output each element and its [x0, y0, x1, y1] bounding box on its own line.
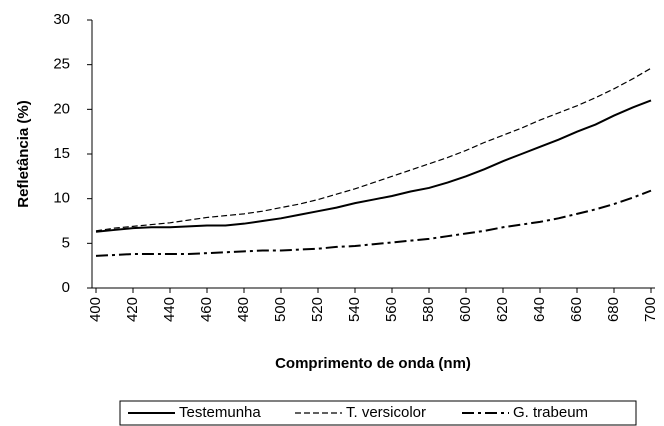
legend-label: G. trabeum [513, 404, 588, 421]
legend-box [119, 400, 637, 426]
x-tick-label: 620 [494, 297, 511, 322]
x-tick-label: 460 [198, 297, 215, 322]
x-tick-label: 520 [309, 297, 326, 322]
y-tick-label: 10 [53, 190, 70, 207]
x-tick-label: 560 [383, 297, 400, 322]
x-tick-label: 580 [420, 297, 437, 322]
x-tick-label: 500 [272, 297, 289, 322]
x-tick-label: 640 [531, 297, 548, 322]
x-tick-label: 680 [605, 297, 622, 322]
y-tick-label: 15 [53, 145, 70, 162]
x-tick-label: 400 [87, 297, 104, 322]
legend-label: T. versicolor [346, 404, 426, 421]
y-tick-label: 25 [53, 56, 70, 73]
line-series [95, 99, 652, 233]
x-tick-label: 660 [568, 297, 585, 322]
x-tick-label: 480 [235, 297, 252, 322]
x-tick-label: 420 [124, 297, 141, 322]
x-tick-label: 440 [161, 297, 178, 322]
y-tick-label: 30 [53, 11, 70, 28]
x-tick-label: 600 [457, 297, 474, 322]
line-series [95, 67, 652, 232]
x-tick-label: 700 [642, 297, 659, 322]
legend-label: Testemunha [179, 404, 261, 421]
x-tick-label: 540 [346, 297, 363, 322]
y-tick-label: 5 [62, 234, 70, 251]
y-tick-label: 0 [62, 279, 70, 296]
y-axis-label: Refletância (%) [15, 100, 32, 208]
x-axis-label: Comprimento de onda (nm) [275, 355, 471, 372]
y-tick-label: 20 [53, 100, 70, 117]
line-series [95, 189, 652, 257]
